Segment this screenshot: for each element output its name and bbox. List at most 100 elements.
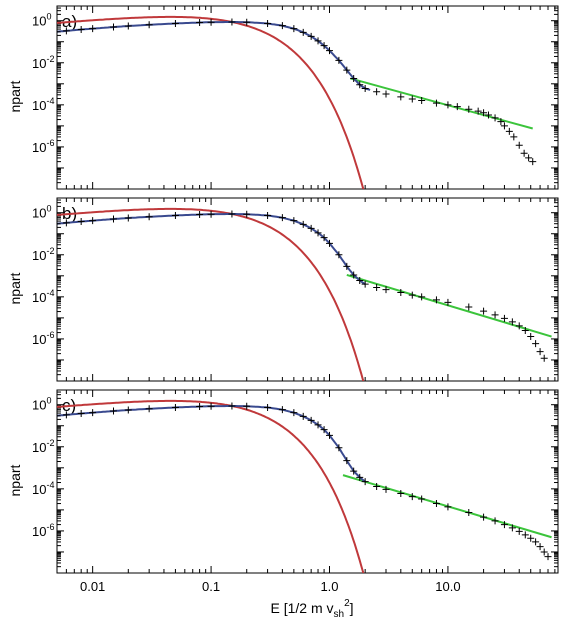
data-point [465, 105, 473, 113]
data-point [335, 56, 343, 64]
maxwellian-fit-line [57, 15, 365, 189]
data-point [278, 22, 286, 30]
data-point [228, 402, 236, 410]
data-point [124, 214, 132, 222]
data-point [529, 158, 537, 166]
data-point [373, 482, 381, 490]
y-tick-exponent: -4 [46, 288, 54, 298]
data-point [500, 521, 508, 529]
data-point [145, 21, 153, 29]
data-point [408, 95, 416, 103]
y-tick-exponent: -6 [46, 330, 54, 340]
data-point [57, 28, 61, 36]
data-point [536, 348, 544, 356]
power-law-fit-line [342, 474, 552, 539]
maxwellian-fit-line [57, 399, 365, 573]
y-tick-label: 100 [32, 204, 51, 221]
data-point [207, 210, 215, 218]
data-point [350, 271, 358, 279]
data-point [515, 141, 523, 149]
y-axis-label: npart [7, 80, 23, 112]
data-point [77, 218, 85, 226]
model-fit-line [57, 21, 371, 91]
data-point [474, 107, 482, 115]
data-point [484, 111, 492, 119]
data-point [264, 19, 272, 27]
y-tick-label: 10-4 [32, 96, 54, 113]
x-tick-label: 0.1 [202, 579, 220, 594]
data-point [510, 133, 518, 141]
y-tick-label: 10-4 [32, 480, 54, 497]
data-point [540, 548, 548, 556]
data-point [89, 409, 97, 417]
data-point [418, 495, 426, 503]
data-point [307, 416, 315, 424]
data-point [444, 101, 452, 109]
data-point [397, 490, 405, 498]
data-point [320, 426, 328, 434]
data-point [497, 118, 505, 126]
data-point [77, 410, 85, 418]
data-point [299, 412, 307, 420]
x-tick-label: 1.0 [320, 579, 338, 594]
data-point [145, 405, 153, 413]
data-point [527, 534, 535, 542]
data-point [320, 234, 328, 242]
data-point [145, 213, 153, 221]
data-point [299, 220, 307, 228]
y-axis-label: npart [7, 272, 23, 304]
data-point [508, 318, 516, 326]
data-point [290, 409, 298, 417]
plot-area [57, 207, 552, 381]
data-point [408, 291, 416, 299]
data-point [314, 37, 322, 45]
y-axis-label: npart [7, 464, 23, 496]
data-point [361, 84, 369, 92]
data-point [491, 311, 499, 319]
data-point [465, 509, 473, 517]
data-point [356, 276, 364, 284]
y-tick-label: 10-6 [32, 330, 54, 347]
y-tick-label: 10-2 [32, 438, 54, 455]
data-point [57, 412, 61, 420]
data-point [491, 517, 499, 525]
power-law-fit-line [346, 273, 552, 338]
data-point [228, 18, 236, 26]
data-point [89, 217, 97, 225]
data-point [243, 402, 251, 410]
data-point [527, 333, 535, 341]
data-point [418, 293, 426, 301]
data-point [335, 444, 343, 452]
data-point [290, 25, 298, 33]
data-point [418, 97, 426, 105]
data-point [335, 251, 343, 259]
x-axis-label: E [1/2 m vsh2] [270, 598, 353, 620]
data-point [110, 23, 118, 31]
y-tick-label: 10-4 [32, 288, 54, 305]
y-tick-exponent: 0 [46, 396, 51, 406]
data-point [171, 403, 179, 411]
data-point [314, 421, 322, 429]
data-point [444, 298, 452, 306]
data-point [500, 314, 508, 322]
data-point [207, 402, 215, 410]
data-point [278, 214, 286, 222]
data-point [110, 407, 118, 415]
x-tick-label: 0.01 [80, 579, 105, 594]
data-point [264, 403, 272, 411]
x-axis-label-sub: sh [334, 609, 345, 620]
data-point [532, 538, 540, 546]
data-point [500, 122, 508, 130]
data-point [343, 66, 351, 74]
data-point [382, 90, 390, 98]
data-point [520, 149, 528, 157]
data-point [326, 431, 334, 439]
data-point [343, 262, 351, 270]
data-point [77, 26, 85, 34]
data-point [290, 217, 298, 225]
data-point [278, 406, 286, 414]
data-point [515, 527, 523, 535]
